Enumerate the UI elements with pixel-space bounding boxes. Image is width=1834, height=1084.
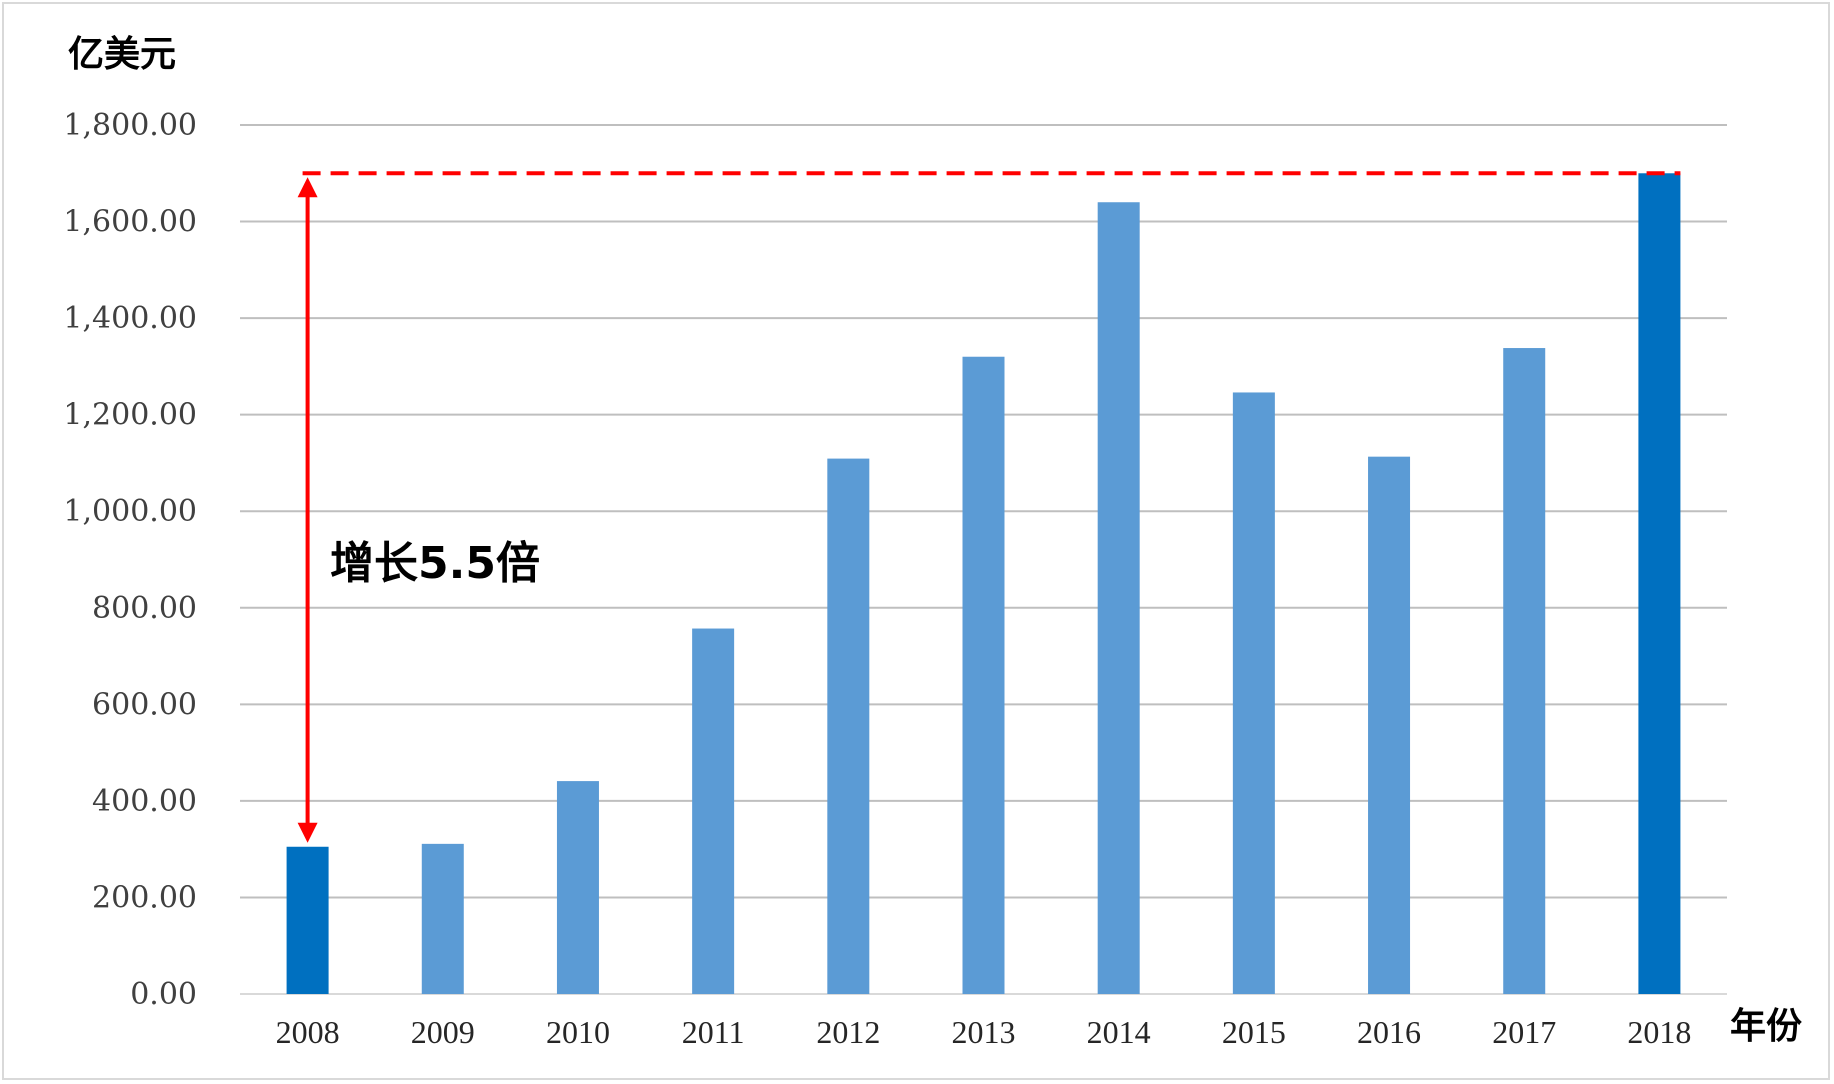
x-tick-label: 2017 (1492, 1014, 1556, 1050)
bar-2013 (962, 356, 1005, 994)
gridlines (240, 124, 1727, 995)
x-tick-label: 2014 (1087, 1014, 1151, 1050)
y-tick-label: 400.00 (92, 784, 197, 819)
x-axis-title: 年份 (1730, 1006, 1802, 1047)
bar-2015 (1232, 392, 1275, 995)
y-tick-label: 1,000.00 (63, 494, 197, 529)
bar-2008 (286, 846, 329, 994)
bar-2009 (421, 843, 464, 994)
y-tick-label: 600.00 (92, 687, 197, 722)
x-tick-label: 2013 (952, 1014, 1016, 1050)
bar-2017 (1503, 348, 1546, 994)
y-tick-label: 1,200.00 (63, 398, 197, 433)
bar-2014 (1097, 202, 1140, 994)
y-tick-label: 1,800.00 (63, 108, 197, 143)
y-tick-label: 200.00 (92, 880, 197, 915)
y-tick-label: 1,400.00 (63, 301, 197, 336)
growth-annotation: 增长5.5倍 (297, 171, 1681, 843)
x-tick-label: 2018 (1627, 1014, 1691, 1050)
x-tick-label: 2015 (1222, 1014, 1286, 1050)
arrow-up-head (297, 177, 318, 198)
x-tick-label: 2008 (276, 1014, 340, 1050)
y-tick-label: 800.00 (92, 591, 197, 626)
y-axis-title: 亿美元 (68, 34, 176, 75)
x-tick-label: 2011 (682, 1014, 745, 1050)
x-tick-label: 2012 (816, 1014, 880, 1050)
y-axis-ticks: 0.00 200.00 400.00 600.00 800.00 1,000.00 1,20… (63, 108, 197, 1012)
x-tick-label: 2016 (1357, 1014, 1421, 1050)
x-tick-label: 2010 (546, 1014, 610, 1050)
bars (286, 173, 1681, 995)
arrow-down-head (297, 822, 318, 843)
bar-2018 (1638, 173, 1681, 994)
x-axis-ticks: 2008 2009 2010 2011 2012 2013 2014 2015 2016 2017… (276, 1014, 1692, 1050)
growth-annotation-label: 增长5.5倍 (330, 538, 540, 589)
y-tick-label: 0.00 (130, 977, 197, 1012)
bar-2012 (827, 458, 870, 994)
bar-2010 (556, 781, 599, 994)
bar-2016 (1368, 456, 1411, 994)
y-tick-label: 1,600.00 (63, 205, 197, 240)
x-tick-label: 2009 (411, 1014, 475, 1050)
bar-2011 (692, 628, 735, 994)
